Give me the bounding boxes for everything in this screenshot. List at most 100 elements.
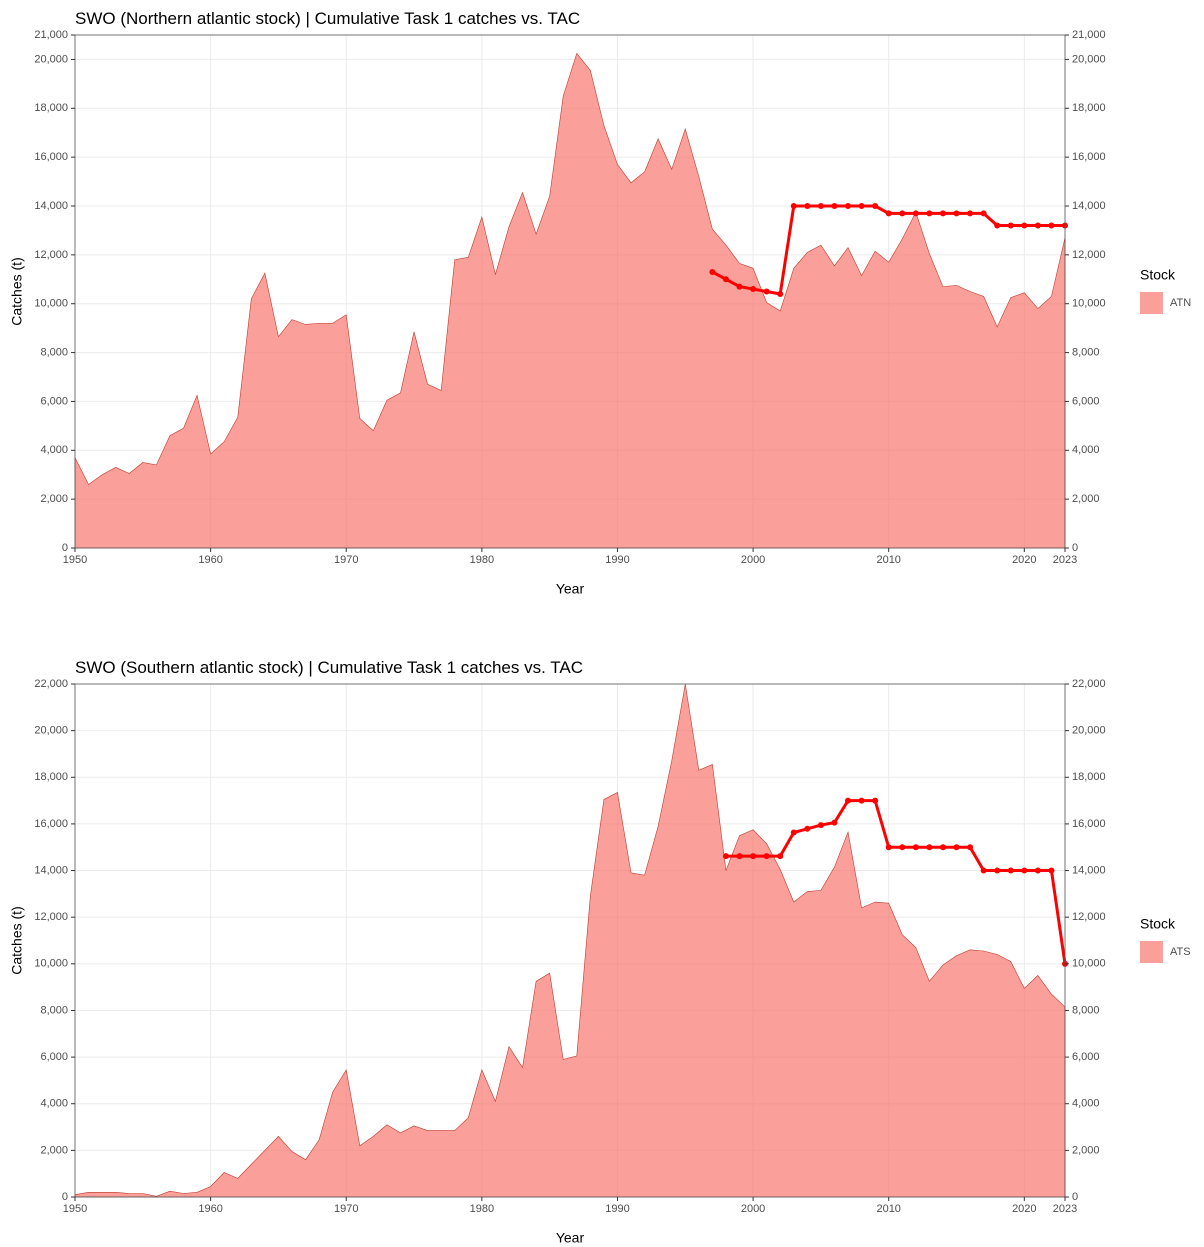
y2-tick-label: 10,000 <box>1072 298 1106 310</box>
legend-key <box>1140 941 1163 963</box>
y2-tick-label: 8,000 <box>1072 1004 1100 1016</box>
area <box>74 52 1066 549</box>
y-tick-label: 2,000 <box>40 1144 68 1156</box>
y2-tick-label: 14,000 <box>1072 864 1106 876</box>
tac-point <box>1048 867 1055 874</box>
y-tick-label: 16,000 <box>34 151 68 163</box>
chart-title: SWO (Northern atlantic stock) | Cumulati… <box>75 9 580 28</box>
chart-title: SWO (Southern atlantic stock) | Cumulati… <box>75 658 583 677</box>
x-tick-label: 1970 <box>334 554 358 566</box>
y2-tick-label: 2,000 <box>1072 1144 1100 1156</box>
tac-point <box>872 203 879 209</box>
y2-tick-label: 10,000 <box>1072 958 1106 970</box>
tac-point <box>736 853 743 860</box>
legend-key <box>1140 292 1163 314</box>
tac-point <box>858 797 865 804</box>
tac-point <box>872 797 879 804</box>
tac-point <box>790 829 797 836</box>
y2-tick-label: 20,000 <box>1072 53 1106 65</box>
panel: SWO (Northern atlantic stock) | Cumulati… <box>9 9 1192 597</box>
tac-point <box>777 853 784 860</box>
tac-point <box>831 203 838 209</box>
tac-point <box>763 853 770 860</box>
y-tick-label: 20,000 <box>34 53 68 65</box>
y2-tick-label: 18,000 <box>1072 102 1106 114</box>
y2-tick-label: 12,000 <box>1072 249 1106 261</box>
tac-point <box>736 283 743 290</box>
tac-point <box>750 853 757 860</box>
x-tick-label: 2023 <box>1053 1203 1077 1215</box>
x-tick-label: 1950 <box>63 1203 87 1215</box>
y2-tick-label: 4,000 <box>1072 444 1100 456</box>
x-axis-title: Year <box>556 1230 585 1246</box>
tac-point <box>967 844 974 851</box>
y-tick-label: 16,000 <box>34 818 68 830</box>
tac-point <box>926 844 933 851</box>
tac-point <box>804 203 811 209</box>
x-tick-label: 2010 <box>876 1203 900 1215</box>
tac-point <box>912 210 919 217</box>
tac-point <box>967 210 974 217</box>
tac-point <box>939 210 946 217</box>
legend-label: ATN <box>1170 297 1191 309</box>
tac-point <box>1021 222 1028 229</box>
tac-point <box>1007 222 1014 229</box>
x-tick-label: 2010 <box>876 554 900 566</box>
tac-point <box>722 276 729 283</box>
y2-tick-label: 8,000 <box>1072 346 1100 358</box>
tac-point <box>953 210 960 217</box>
tac-point <box>722 853 729 860</box>
tac-point <box>899 844 906 851</box>
y2-tick-label: 16,000 <box>1072 818 1106 830</box>
x-tick-label: 2020 <box>1012 1203 1036 1215</box>
x-tick-label: 2000 <box>741 1203 765 1215</box>
tac-point <box>777 290 784 297</box>
y-tick-label: 10,000 <box>34 298 68 310</box>
area <box>74 683 1066 1198</box>
y-tick-label: 22,000 <box>34 678 68 690</box>
x-tick-label: 1990 <box>605 554 629 566</box>
y2-tick-label: 21,000 <box>1072 29 1106 41</box>
y-tick-label: 6,000 <box>40 395 68 407</box>
y-tick-label: 20,000 <box>34 725 68 737</box>
y2-tick-label: 16,000 <box>1072 151 1106 163</box>
y-tick-label: 8,000 <box>40 346 68 358</box>
x-axis-title: Year <box>556 581 585 597</box>
panel: SWO (Southern atlantic stock) | Cumulati… <box>9 658 1191 1246</box>
y-tick-label: 8,000 <box>40 1004 68 1016</box>
y2-tick-label: 0 <box>1072 542 1078 554</box>
tac-point <box>858 203 865 209</box>
tac-point <box>1034 867 1041 874</box>
y2-tick-label: 6,000 <box>1072 395 1100 407</box>
y2-tick-label: 0 <box>1072 1191 1078 1203</box>
y2-tick-label: 14,000 <box>1072 200 1106 212</box>
legend-title: Stock <box>1140 916 1176 932</box>
y2-tick-label: 18,000 <box>1072 771 1106 783</box>
y-tick-label: 18,000 <box>34 102 68 114</box>
tac-point <box>1007 867 1014 874</box>
y-tick-label: 6,000 <box>40 1051 68 1063</box>
y2-tick-label: 22,000 <box>1072 678 1106 690</box>
y2-tick-label: 2,000 <box>1072 493 1100 505</box>
x-tick-label: 2000 <box>741 554 765 566</box>
y2-tick-label: 6,000 <box>1072 1051 1100 1063</box>
y2-tick-label: 12,000 <box>1072 911 1106 923</box>
tac-point <box>763 288 770 295</box>
x-tick-label: 2023 <box>1053 554 1077 566</box>
y-tick-label: 4,000 <box>40 1098 68 1110</box>
tac-point <box>885 210 892 217</box>
tac-point <box>994 222 1001 229</box>
x-tick-label: 1990 <box>605 1203 629 1215</box>
y-tick-label: 14,000 <box>34 864 68 876</box>
tac-point <box>845 203 852 209</box>
y-tick-label: 0 <box>62 1191 68 1203</box>
x-tick-label: 1980 <box>470 1203 494 1215</box>
tac-point <box>1021 867 1028 874</box>
x-tick-label: 1980 <box>470 554 494 566</box>
y-tick-label: 12,000 <box>34 911 68 923</box>
tac-point <box>1048 222 1055 229</box>
legend-label: ATS <box>1170 946 1191 958</box>
x-tick-label: 1960 <box>198 1203 222 1215</box>
x-tick-label: 2020 <box>1012 554 1036 566</box>
